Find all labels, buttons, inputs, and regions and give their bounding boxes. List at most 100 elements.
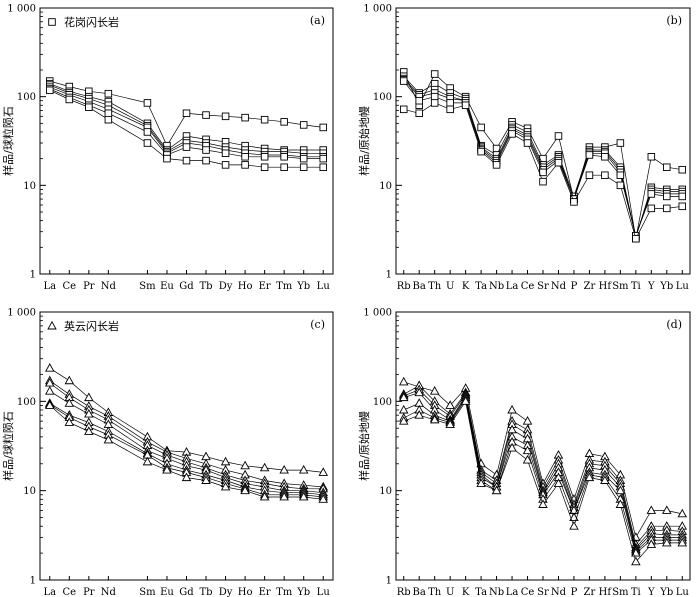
- data-point: [476, 478, 486, 488]
- data-point: [663, 192, 671, 201]
- y-tick-label: 1 000: [7, 4, 36, 15]
- data-point: [84, 392, 94, 402]
- data-point: [522, 445, 533, 455]
- data-point: [430, 92, 439, 101]
- x-tick-label: La: [43, 587, 56, 597]
- data-point: [202, 156, 210, 165]
- data-point: [240, 460, 250, 470]
- x-tick-label: Ho: [238, 587, 253, 597]
- data-point: [220, 456, 231, 466]
- x-tick-label: Ce: [63, 281, 77, 292]
- series-7: [398, 396, 688, 566]
- data-point: [398, 404, 409, 414]
- x-tick-label: Lu: [317, 587, 331, 597]
- x-tick-label: La: [506, 587, 519, 597]
- data-point: [539, 154, 547, 163]
- legend-label: 花岗闪长岩: [64, 15, 119, 29]
- x-tick-label: Yb: [659, 587, 673, 597]
- x-tick-label: Eu: [160, 281, 174, 292]
- x-tick-label: La: [43, 281, 56, 292]
- data-point: [646, 505, 657, 514]
- x-tick-label: Y: [647, 281, 655, 292]
- x-tick-label: Tb: [199, 281, 212, 292]
- series-line: [403, 385, 683, 546]
- data-point: [430, 70, 439, 78]
- series-line: [403, 381, 683, 539]
- data-point: [601, 171, 609, 179]
- data-point: [84, 408, 94, 418]
- x-tick-label: Nd: [101, 281, 117, 292]
- x-tick-label: Ti: [631, 587, 641, 597]
- series-1: [398, 376, 688, 541]
- y-axis-label: 样品/球粒陨石: [1, 106, 15, 176]
- data-point: [647, 190, 656, 198]
- x-tick-label: Ba: [413, 587, 426, 597]
- series-line: [403, 398, 683, 554]
- data-point: [538, 499, 548, 508]
- data-point: [415, 96, 423, 105]
- data-point: [279, 491, 289, 501]
- data-point: [318, 494, 328, 503]
- x-tick-label: Lu: [676, 587, 690, 597]
- data-point: [259, 491, 270, 501]
- x-tick-label: Ho: [238, 281, 253, 292]
- data-point: [399, 105, 408, 114]
- x-tick-label: Hf: [599, 587, 613, 597]
- y-tick-label: 10: [379, 181, 392, 192]
- data-point: [65, 95, 74, 104]
- data-point: [554, 132, 563, 140]
- data-point: [647, 153, 656, 161]
- y-tick-label: 100: [17, 92, 36, 103]
- data-point: [45, 363, 55, 372]
- data-point: [298, 491, 309, 501]
- data-point: [522, 416, 533, 425]
- data-point: [181, 472, 192, 482]
- legend-marker: [47, 320, 57, 330]
- x-tick-label: Dy: [219, 587, 233, 597]
- data-point: [103, 434, 114, 444]
- data-point: [570, 198, 578, 206]
- data-point: [477, 147, 485, 156]
- x-tick-label: Nb: [489, 587, 504, 597]
- series-7: [45, 400, 328, 503]
- data-point: [398, 392, 409, 402]
- y-tick-label: 100: [17, 397, 36, 408]
- data-point: [163, 154, 171, 163]
- data-point: [104, 109, 113, 118]
- x-tick-label: Er: [259, 281, 271, 292]
- data-point: [182, 143, 191, 151]
- x-tick-label: Lu: [676, 281, 690, 292]
- data-point: [615, 499, 626, 508]
- data-point: [241, 153, 249, 161]
- series-6: [46, 86, 327, 171]
- data-point: [142, 456, 153, 466]
- data-point: [446, 99, 454, 107]
- data-point: [461, 101, 470, 110]
- x-tick-label: Y: [647, 587, 655, 597]
- data-point: [477, 123, 485, 132]
- data-point: [182, 109, 191, 118]
- series-2: [398, 380, 688, 548]
- data-point: [241, 161, 249, 169]
- x-tick-label: Yb: [296, 281, 310, 292]
- data-point: [64, 375, 75, 385]
- data-point: [663, 163, 671, 171]
- panel-letter: (a): [310, 14, 325, 27]
- y-tick-label: 1 000: [363, 308, 392, 319]
- data-point: [260, 163, 269, 171]
- y-tick-label: 10: [379, 486, 392, 497]
- data-point: [299, 121, 308, 129]
- x-tick-label: Dy: [219, 281, 233, 292]
- data-point: [280, 153, 288, 161]
- x-tick-label: Ti: [631, 281, 641, 292]
- data-point: [491, 485, 502, 495]
- x-tick-label: Sm: [612, 281, 629, 292]
- data-point: [280, 118, 288, 126]
- data-point: [429, 386, 440, 395]
- series-5: [398, 392, 688, 555]
- x-tick-label: Yb: [659, 281, 673, 292]
- data-point: [260, 153, 269, 161]
- data-point: [631, 556, 641, 566]
- data-point: [445, 419, 455, 428]
- data-point: [522, 454, 533, 464]
